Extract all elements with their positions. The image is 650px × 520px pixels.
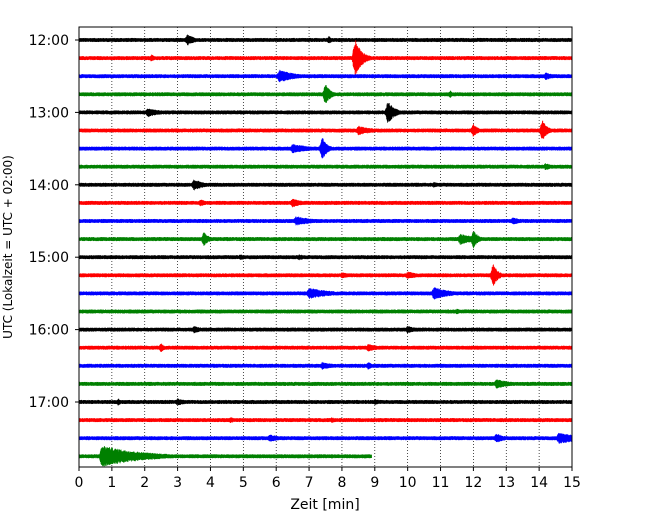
- trace-1615: [78, 343, 573, 353]
- x-tick-label-15: 15: [563, 475, 581, 491]
- trace-1300: [78, 102, 573, 123]
- trace-1700: [78, 398, 573, 406]
- y-tick-label-2: 14:00: [29, 178, 69, 194]
- trace-1415: [78, 198, 573, 208]
- trace-1530: [78, 287, 573, 300]
- x-tick-label-1: 1: [107, 475, 116, 491]
- trace-1200: [78, 34, 573, 46]
- trace-1500: [78, 254, 573, 261]
- x-tick-label-14: 14: [530, 475, 548, 491]
- x-tick-label-12: 12: [464, 475, 482, 491]
- y-tick-label-3: 15:00: [29, 250, 69, 266]
- trace-1545: [78, 308, 573, 315]
- y-tick-label-1: 13:00: [29, 105, 69, 121]
- y-tick-label-4: 16:00: [29, 323, 69, 339]
- x-tick-label-7: 7: [305, 475, 314, 491]
- trace-1315: [78, 120, 573, 139]
- x-tick-label-8: 8: [337, 475, 346, 491]
- x-tick-label-0: 0: [75, 475, 84, 491]
- trace-1745: [78, 446, 372, 467]
- x-tick-label-4: 4: [206, 475, 215, 491]
- trace-1515: [78, 264, 573, 286]
- trace-1345: [78, 163, 573, 170]
- x-tick-label-13: 13: [497, 475, 515, 491]
- trace-1645: [78, 379, 573, 389]
- x-tick-label-2: 2: [140, 475, 149, 491]
- trace-1445: [78, 231, 573, 249]
- trace-1715: [78, 417, 573, 424]
- trace-1400: [78, 179, 573, 191]
- trace-1630: [78, 361, 573, 370]
- trace-1430: [78, 216, 573, 226]
- x-tick-label-10: 10: [399, 475, 417, 491]
- x-tick-label-5: 5: [239, 475, 248, 491]
- trace-1230: [78, 69, 573, 83]
- trace-1330: [78, 138, 573, 159]
- vertical-grid: [111, 27, 540, 467]
- y-tick-label-0: 12:00: [29, 33, 69, 49]
- trace-group: [78, 34, 573, 467]
- x-axis-ticks: 0 1 2 3 4 5 6 7 8 9 10 11 12 13 14 15: [75, 467, 581, 491]
- x-tick-label-6: 6: [272, 475, 281, 491]
- plot-frame: [78, 26, 573, 468]
- x-tick-label-9: 9: [370, 475, 379, 491]
- trace-1245: [78, 85, 573, 104]
- y-tick-label-5: 17:00: [29, 395, 69, 411]
- trace-1730: [78, 432, 573, 444]
- y-axis-label: UTC (Lokalzeit = UTC + 02:00): [1, 155, 15, 339]
- x-tick-label-3: 3: [173, 475, 182, 491]
- trace-1600: [78, 325, 573, 334]
- x-axis-label: Zeit [min]: [290, 497, 359, 513]
- x-tick-label-11: 11: [432, 475, 450, 491]
- trace-1215: [78, 40, 573, 77]
- y-axis-ticks: 12:00 13:00 14:00 15:00 16:00 17:00: [29, 33, 79, 411]
